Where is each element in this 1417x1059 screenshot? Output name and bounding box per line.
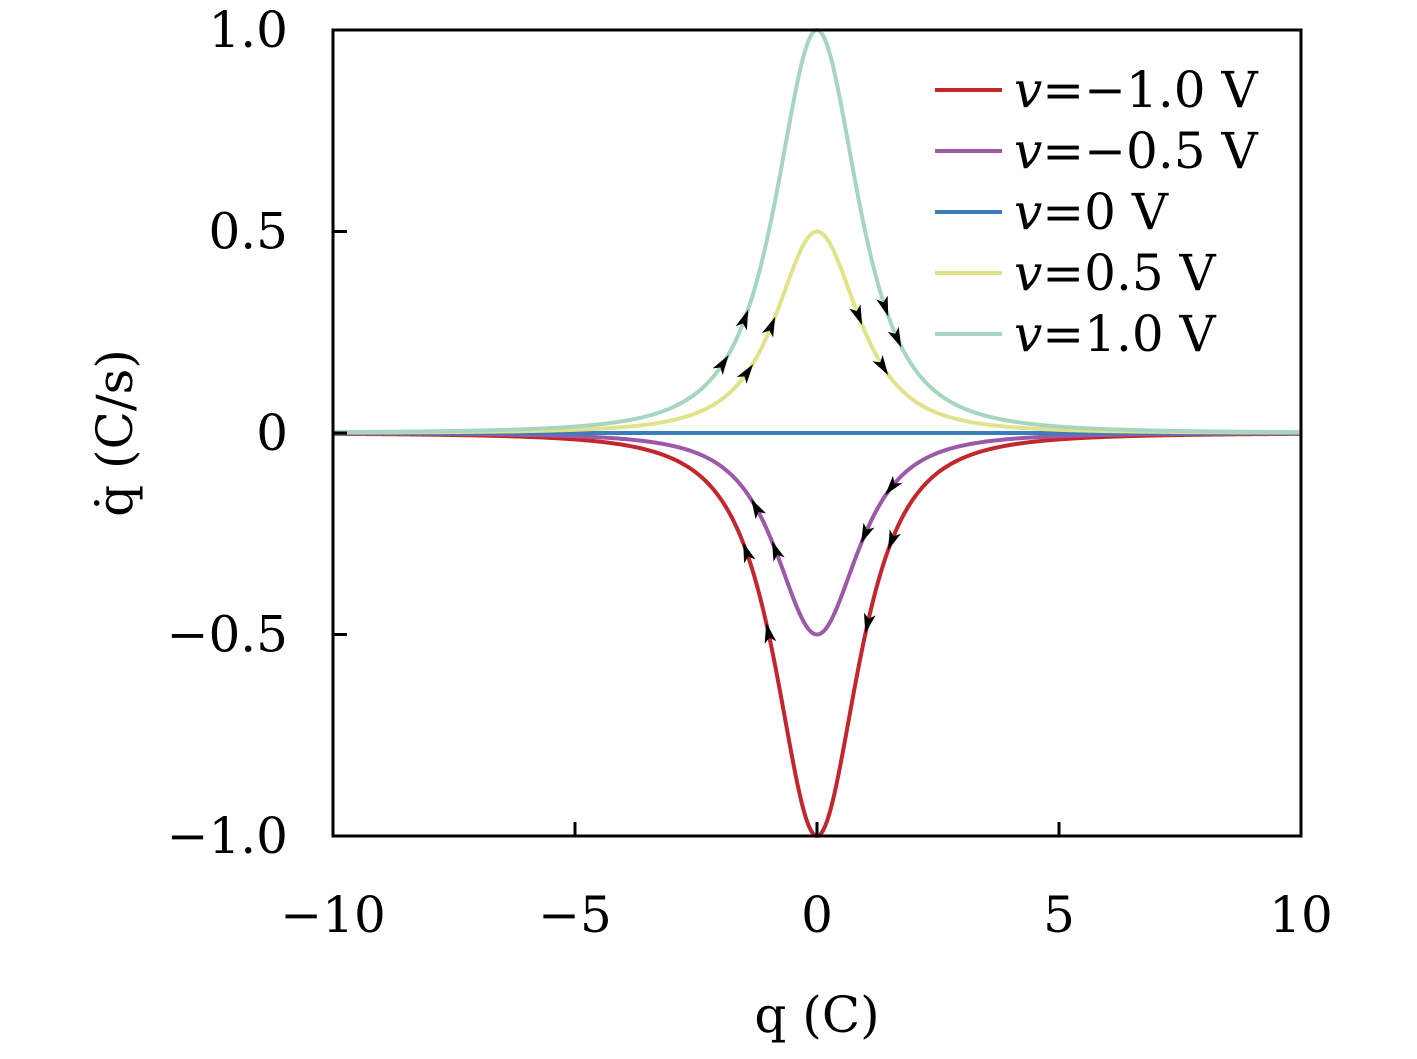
direction-arrow-4 bbox=[762, 316, 776, 338]
x-tick-label: 5 bbox=[1043, 886, 1075, 944]
direction-arrow-14 bbox=[863, 612, 876, 634]
direction-arrow-7 bbox=[872, 354, 889, 376]
ticks-layer: −10 −5 0 5 10 −1.0 −0.5 0 0.5 1.0 bbox=[167, 1, 1333, 944]
x-tick-label: 10 bbox=[1269, 886, 1333, 944]
direction-arrow-10 bbox=[861, 522, 875, 544]
direction-arrow-9 bbox=[771, 540, 785, 562]
direction-arrow-12 bbox=[743, 542, 756, 564]
direction-arrow-1 bbox=[712, 355, 729, 376]
arrows-layer bbox=[712, 295, 903, 644]
y-tick-label: 1.0 bbox=[208, 1, 288, 59]
y-tick-label: 0 bbox=[256, 404, 288, 462]
series-line-1 bbox=[333, 431, 1301, 637]
legend: v=−1.0 Vv=−0.5 Vv=0 Vv=0.5 Vv=1.0 V bbox=[935, 61, 1258, 363]
x-axis-title: q (C) bbox=[754, 986, 879, 1044]
direction-arrow-11 bbox=[885, 475, 903, 496]
y-axis-title: q̇ (C/s) bbox=[86, 349, 144, 517]
legend-label-3: v=0.5 V bbox=[1014, 244, 1217, 302]
direction-arrow-13 bbox=[764, 622, 777, 644]
x-tick-label: −10 bbox=[280, 886, 386, 944]
legend-label-2: v=0 V bbox=[1014, 183, 1169, 241]
y-tick-label: −0.5 bbox=[167, 606, 288, 664]
direction-arrow-6 bbox=[849, 304, 863, 326]
direction-arrow-0 bbox=[735, 309, 749, 331]
direction-arrow-2 bbox=[876, 295, 889, 317]
direction-arrow-8 bbox=[751, 498, 767, 520]
x-tick-label: −5 bbox=[538, 886, 612, 944]
y-tick-label: −1.0 bbox=[167, 807, 288, 865]
x-tick-label: 0 bbox=[801, 886, 833, 944]
y-tick-label: 0.5 bbox=[208, 203, 288, 261]
direction-arrow-5 bbox=[736, 364, 754, 384]
legend-label-1: v=−0.5 V bbox=[1014, 122, 1258, 180]
direction-arrow-15 bbox=[887, 529, 901, 551]
direction-arrow-3 bbox=[887, 326, 902, 348]
legend-label-0: v=−1.0 V bbox=[1014, 61, 1258, 119]
legend-label-4: v=1.0 V bbox=[1014, 305, 1217, 363]
